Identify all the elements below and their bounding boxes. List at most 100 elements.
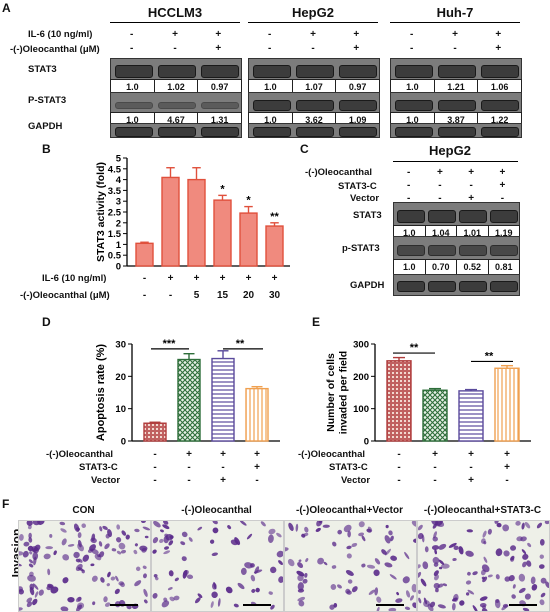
invaded-cell	[53, 550, 57, 556]
panel-a-il6-sign: -	[267, 29, 272, 40]
significance-marker: ***	[163, 338, 177, 350]
invaded-cell	[99, 526, 103, 532]
panel-a-stat3-label: STAT3	[28, 64, 57, 75]
invaded-cell	[467, 589, 475, 595]
panel-d-row2-sign: -	[153, 462, 157, 473]
invaded-cell	[297, 596, 306, 602]
invaded-cell	[29, 586, 35, 596]
invaded-cell	[381, 549, 387, 555]
panel-c-title-rule	[393, 161, 518, 162]
panel-b-oleo-label: -(-)Oleocanthal (μM)	[20, 290, 110, 301]
invaded-cell	[47, 568, 51, 576]
panel-a-pstat3-label: P-STAT3	[28, 95, 67, 106]
invaded-cell	[316, 521, 323, 527]
panel-d-oleo-label: -(-)Oleocanthal	[46, 449, 114, 460]
invaded-cell	[298, 600, 305, 607]
bar	[177, 358, 201, 442]
panel-a-gapdh-blot-band	[114, 126, 153, 137]
y-tick-label: 5	[116, 154, 122, 165]
invaded-cell	[239, 521, 247, 526]
invaded-cell	[107, 571, 111, 578]
invaded-cell	[479, 602, 487, 608]
invaded-cell	[424, 546, 429, 553]
invaded-cell	[404, 606, 411, 610]
invaded-cell	[448, 542, 457, 548]
y-tick-label: 2.5	[108, 208, 122, 219]
panel-e-stat3c-label: STAT3-C	[329, 462, 368, 473]
panel-a-stat3-quant-value: 0.97	[335, 80, 379, 94]
invaded-cell	[188, 537, 193, 542]
panel-f-label: F	[2, 497, 10, 511]
panel-a-blot-title: HepG2	[292, 5, 334, 20]
invaded-cell	[329, 604, 335, 610]
y-axis-title-line: Apoptosis rate (%)	[95, 344, 107, 442]
panel-c-stat3-quant-value: 1.19	[487, 226, 520, 240]
invaded-cell	[402, 576, 410, 584]
panel-c-vector-label: Vector	[350, 193, 380, 204]
panel-a-pstat3-blot-band	[394, 99, 433, 111]
panel-f-image-title: -(-)Oleocanthal+Vector	[296, 505, 403, 516]
y-axis-title-line: Number of cells	[325, 353, 337, 432]
invaded-cell	[496, 522, 502, 528]
invaded-cell	[330, 584, 337, 590]
invaded-cell	[527, 542, 532, 548]
panel-c-gapdh-blot-band	[427, 280, 456, 292]
panel-a-oleo-sign: -	[409, 43, 414, 54]
panel-a-stat3-blot-band	[339, 64, 378, 78]
micrograph-background	[19, 521, 150, 611]
panel-c-gapdh-blot	[393, 274, 520, 296]
invaded-cell	[384, 562, 393, 568]
panel-e-row1-sign: +	[504, 449, 510, 460]
panel-d-label: D	[42, 315, 51, 329]
panel-c-stat3-blot-band	[490, 209, 519, 223]
invaded-cell	[323, 561, 328, 566]
invaded-cell	[76, 602, 85, 610]
invaded-cell	[287, 558, 295, 567]
invasion-micrograph	[284, 520, 417, 612]
invaded-cell	[544, 521, 549, 525]
invaded-cell	[276, 532, 282, 538]
invaded-cell	[99, 551, 105, 558]
panel-c-pstat3-quant: 1.0 0.70 0.52 0.81	[393, 259, 520, 275]
invaded-cell	[433, 582, 440, 589]
invaded-cell	[539, 554, 544, 559]
invaded-cell	[373, 569, 380, 577]
invaded-cell	[465, 592, 470, 596]
invaded-cell	[358, 521, 365, 528]
panel-c-stat3-quant-value: 1.01	[456, 226, 488, 240]
panel-c-stat3c-sign: -	[469, 180, 473, 191]
y-tick-label: 3.5	[108, 186, 122, 197]
invaded-cell	[297, 562, 304, 569]
invaded-cell	[418, 571, 422, 578]
invaded-cell	[453, 545, 459, 551]
invaded-cell	[390, 555, 398, 561]
invaded-cell	[545, 581, 549, 588]
panel-c-pstat3-quant-value: 0.81	[487, 260, 520, 274]
invaded-cell	[368, 589, 375, 595]
invaded-cell	[62, 577, 69, 584]
panel-d-row1-sign: -	[153, 449, 157, 460]
invaded-cell	[73, 551, 80, 559]
panel-a-pstat3-blot-band	[296, 99, 334, 111]
invaded-cell	[409, 595, 415, 601]
panel-a-stat3-blot-band	[296, 64, 334, 78]
invaded-cell	[540, 577, 547, 584]
invaded-cell	[167, 587, 173, 591]
invaded-cell	[47, 583, 54, 589]
panel-b-il6-sign: +	[167, 273, 174, 284]
invaded-cell	[418, 564, 421, 569]
invaded-cell	[522, 607, 530, 611]
invaded-cell	[28, 537, 33, 543]
panel-a-il6-sign: +	[215, 29, 222, 40]
panel-b-oleo-sign: 15	[216, 290, 229, 301]
invaded-cell	[459, 600, 465, 606]
invaded-cell	[240, 567, 247, 575]
panel-b-il6-sign: +	[245, 273, 252, 284]
panel-a-stat3-blot	[390, 58, 522, 82]
bar	[386, 360, 412, 442]
invaded-cell	[227, 525, 232, 530]
invaded-cell	[411, 583, 416, 593]
panel-a-gapdh-blot-band	[201, 126, 240, 137]
invaded-cell	[142, 526, 150, 531]
